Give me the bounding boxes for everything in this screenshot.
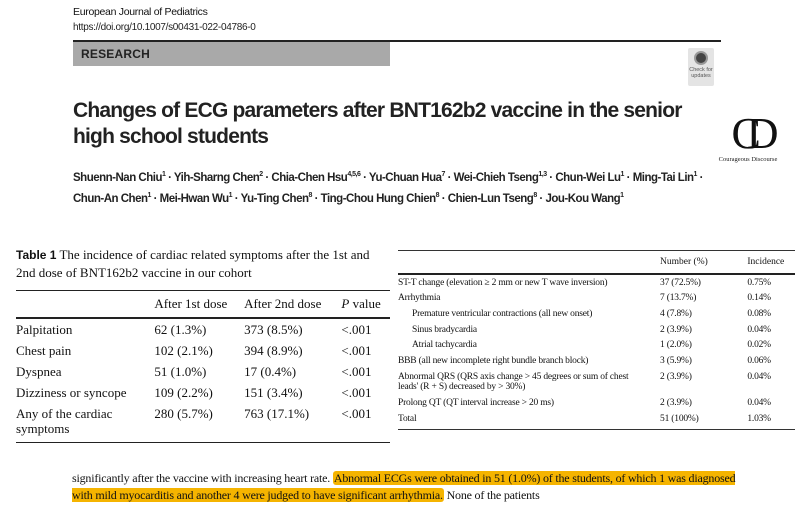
table-cell: 4 (7.8%) [660, 308, 692, 319]
table1: After 1st dose After 2nd dose P value Palpi… [16, 290, 390, 443]
author[interactable]: Jou-Kou Wang1 [545, 191, 624, 205]
table-cell: 0.02% [747, 340, 771, 351]
badge-label: Check for updates [689, 67, 713, 79]
table-cell: Prolong QT (QT interval increase > 20 ms… [398, 397, 554, 408]
column-header [16, 290, 155, 319]
table-cell: Arrhythmia [398, 293, 441, 304]
table-cell: Sinus bradycardia [412, 324, 477, 335]
table-cell: Premature ventricular contractions (all … [412, 308, 593, 319]
column-header: Incidence [747, 250, 795, 275]
table-row: Sinus bradycardia 2 (3.9%) 0.04% [398, 322, 795, 338]
table-cell: <.001 [341, 403, 390, 443]
table-cell: <.001 [341, 343, 372, 358]
table-cell: ST-T change (elevation ≥ 2 mm or new T w… [398, 277, 608, 288]
table-cell: <.001 [341, 322, 372, 337]
table-cell: 37 (72.5%) [660, 277, 701, 288]
table-cell: 0.04% [747, 371, 771, 382]
table-row: BBB (all new incomplete right bundle bra… [398, 353, 795, 369]
table-cell: <.001 [341, 364, 372, 379]
table-cell: Any of the cardiac symptoms [16, 403, 155, 443]
column-header [398, 250, 661, 275]
table-row: Palpitation 62 (1.3%) 373 (8.5%) <.001 [16, 318, 390, 340]
table-cell: 373 (8.5%) [244, 322, 303, 337]
table-cell: 62 (1.3%) [154, 322, 207, 337]
table-cell: 280 (5.7%) [154, 403, 245, 443]
body-text: significantly after the vaccine with inc… [72, 471, 736, 502]
author-list: Shuenn-Nan Chiu1 · Yih-Sharng Chen2 · Ch… [73, 171, 703, 205]
column-header: Number (%) [660, 250, 748, 275]
table-cell: 1 (2.0%) [660, 340, 692, 351]
table-row: Atrial tachycardia 1 (2.0%) 0.02% [398, 338, 795, 354]
table-row: Dyspnea 51 (1.0%) 17 (0.4%) <.001 [16, 361, 390, 382]
table-cell: 151 (3.4%) [244, 385, 303, 400]
article-title: Changes of ECG parameters after BNT162b2… [73, 99, 682, 148]
table-cell: 763 (17.1%) [244, 403, 342, 443]
table-cell: Palpitation [16, 322, 73, 337]
table-cell: 7 (13.7%) [660, 293, 697, 304]
table-cell: 0.04% [747, 397, 771, 408]
table-row: Dizziness or syncope 109 (2.2%) 151 (3.4%)… [16, 382, 390, 403]
table-cell: 0.75% [747, 277, 771, 288]
table-row: Chest pain 102 (2.1%) 394 (8.9%) <.001 [16, 340, 390, 361]
column-header: P value [341, 290, 390, 319]
table-cell: 109 (2.2%) [154, 385, 213, 400]
table-cell: BBB (all new incomplete right bundle bra… [398, 356, 589, 367]
author[interactable]: Shuenn-Nan Chiu1 [73, 171, 166, 184]
author[interactable]: Chia-Chen Hsu4,5,6 [271, 171, 361, 184]
table-cell: 1.03% [747, 411, 795, 431]
table-row: Abnormal QRS (QRS axis change > 45 degre… [398, 369, 795, 395]
author[interactable]: Ting-Chou Hung Chien8 [320, 191, 440, 205]
check-for-updates-badge[interactable]: Check for updates [688, 48, 714, 86]
table-row: Prolong QT (QT interval increase > 20 ms… [398, 395, 795, 411]
table-cell: 2 (3.9%) [660, 324, 692, 335]
table-cell: 2 (3.9%) [660, 371, 692, 382]
table-cell: Total [398, 411, 661, 431]
courageous-discourse-logo: CD Courageous Discourse [718, 109, 779, 164]
author[interactable]: Chien-Lun Tseng8 [447, 191, 538, 205]
table-row: Premature ventricular contractions (all … [398, 306, 795, 322]
table2: Number (%) Incidence ST-T change (elevatio… [398, 250, 795, 431]
table-cell: 102 (2.1%) [154, 343, 213, 358]
author[interactable]: Chun-Wei Lu1 [555, 171, 624, 184]
table-cell: 51 (1.0%) [154, 364, 207, 379]
table-cell: Dizziness or syncope [16, 385, 127, 400]
doi-link[interactable]: https://doi.org/10.1007/s00431-022-04786… [73, 22, 256, 33]
table-cell: Chest pain [16, 343, 72, 358]
author[interactable]: Mei-Hwan Wu1 [159, 191, 233, 205]
section-label: RESEARCH [73, 42, 390, 66]
author[interactable]: Yu-Chuan Hua7 [368, 171, 446, 184]
table-cell: Dyspnea [16, 364, 62, 379]
table-cell: 394 (8.9%) [244, 343, 303, 358]
table-cell: 0.14% [747, 293, 771, 304]
table-cell: 0.06% [747, 356, 771, 367]
table-cell: 51 (100%) [660, 411, 748, 431]
table-cell: 2 (3.9%) [660, 397, 692, 408]
author[interactable]: Yih-Sharng Chen2 [173, 171, 263, 184]
table-cell: <.001 [341, 385, 372, 400]
update-icon [694, 51, 708, 65]
table-cell: 3 (5.9%) [660, 356, 692, 367]
header-rule [73, 40, 721, 42]
author[interactable]: Ming-Tai Lin1 [632, 171, 698, 184]
table1-caption: Table 1 The incidence of cardiac related… [16, 247, 370, 280]
table-cell: Atrial tachycardia [412, 340, 477, 351]
table-cell: Abnormal QRS (QRS axis change > 45 degre… [398, 371, 629, 393]
column-header: After 2nd dose [244, 290, 342, 319]
author[interactable]: Wei-Chieh Tseng1,3 [453, 171, 547, 184]
author[interactable]: Yu-Ting Chen8 [240, 191, 313, 205]
table-row: Any of the cardiac symptoms 280 (5.7%) 763… [16, 403, 390, 443]
journal-name: European Journal of Pediatrics [73, 6, 208, 18]
table-row: Total 51 (100%) 1.03% [398, 411, 795, 431]
table-cell: 17 (0.4%) [244, 364, 297, 379]
table-row: ST-T change (elevation ≥ 2 mm or new T w… [398, 274, 795, 291]
table-cell: 0.08% [747, 308, 771, 319]
author[interactable]: Chun-An Chen1 [73, 191, 151, 205]
table-row: Arrhythmia 7 (13.7%) 0.14% [398, 291, 795, 307]
column-header: After 1st dose [154, 290, 245, 319]
table-cell: 0.04% [747, 324, 771, 335]
